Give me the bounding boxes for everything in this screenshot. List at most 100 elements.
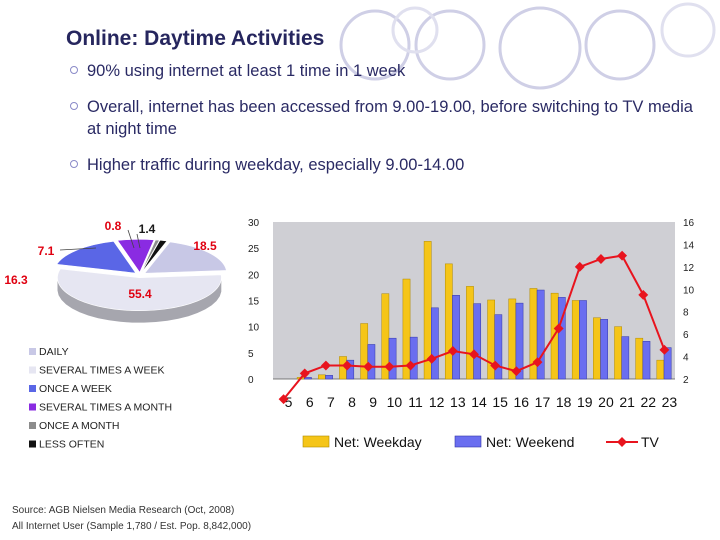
bullet-text: 90% using internet at least 1 time in 1 … xyxy=(87,62,406,80)
pie-data-label: 0.8 xyxy=(105,219,122,233)
y-right-tick-label: 12 xyxy=(683,263,695,274)
bullet-item: 90% using internet at least 1 time in 1 … xyxy=(68,60,708,82)
y-left-tick-label: 25 xyxy=(248,244,260,255)
x-tick-label: 12 xyxy=(429,394,445,410)
pie-legend-swatch xyxy=(29,440,36,448)
weekday-bar xyxy=(360,323,369,380)
bullet-item: Higher traffic during weekday, especiall… xyxy=(68,154,708,176)
tv-point xyxy=(490,360,501,371)
x-tick-label: 21 xyxy=(619,394,635,410)
weekend-bar xyxy=(663,347,672,380)
y-left-tick-label: 20 xyxy=(248,270,260,281)
weekend-bar xyxy=(536,289,545,380)
weekday-bar xyxy=(571,300,580,380)
x-tick-label: 7 xyxy=(327,394,335,410)
tv-point xyxy=(659,344,670,355)
bullet-dot-icon xyxy=(70,102,78,110)
pie-legend-label: ONCE A MONTH xyxy=(39,420,120,432)
pie-data-label: 1.4 xyxy=(139,222,156,236)
pie-data-label: 16.3 xyxy=(4,273,28,287)
x-tick-label: 19 xyxy=(577,394,593,410)
tv-point xyxy=(426,353,437,364)
x-tick-label: 9 xyxy=(369,394,377,410)
chart-legend-swatch xyxy=(454,435,482,448)
x-tick-label: 18 xyxy=(556,394,572,410)
x-tick-label: 13 xyxy=(450,394,466,410)
weekend-bar xyxy=(494,314,503,380)
pie-data-label: 55.4 xyxy=(128,287,152,301)
pie-legend-label: DAILY xyxy=(39,346,69,358)
weekend-bar xyxy=(325,375,333,380)
tv-point xyxy=(447,346,458,356)
x-tick-label: 10 xyxy=(387,394,403,410)
tv-point xyxy=(384,361,395,372)
pie-data-label: 18.5 xyxy=(193,239,217,253)
weekend-bar xyxy=(367,344,376,380)
weekend-bar xyxy=(621,336,630,380)
pie-slice xyxy=(140,239,160,273)
x-tick-label: 22 xyxy=(640,394,656,410)
pie-legend-swatch xyxy=(29,348,36,355)
x-tick-label: 23 xyxy=(662,394,678,410)
pie-slice xyxy=(57,268,222,311)
weekday-bar xyxy=(508,298,517,380)
pie-slice xyxy=(56,240,137,274)
y-left-tick-label: 5 xyxy=(248,349,254,360)
pie-legend-swatch xyxy=(29,385,36,392)
y-right-tick-label: 16 xyxy=(683,218,695,229)
tv-point xyxy=(342,360,353,371)
weekday-bar xyxy=(466,286,474,380)
weekend-bar xyxy=(600,319,608,380)
y-right-tick-label: 10 xyxy=(683,285,695,296)
weekday-bar xyxy=(381,293,390,380)
pie-slice xyxy=(141,239,168,273)
pie-legend-label: LESS OFTEN xyxy=(39,439,104,451)
pie-slice xyxy=(144,241,227,274)
chart-legend-label: Net: Weekend xyxy=(486,434,574,450)
weekend-bar xyxy=(557,297,566,380)
pie-leader-line xyxy=(136,233,141,249)
y-left-tick-label: 0 xyxy=(248,375,254,386)
tv-point xyxy=(320,360,331,371)
weekend-bar xyxy=(304,377,312,380)
y-right-tick-label: 2 xyxy=(683,375,689,386)
weekday-bar xyxy=(614,326,622,380)
weekend-bar xyxy=(409,336,418,380)
y-left-tick-label: 30 xyxy=(248,218,260,229)
weekday-bar xyxy=(635,337,644,380)
tv-point xyxy=(511,366,522,377)
pie-legend-label: ONCE A WEEK xyxy=(39,383,112,395)
weekday-bar xyxy=(444,263,453,380)
chart-legend-label: TV xyxy=(641,434,660,450)
pie-leader-line xyxy=(127,229,135,249)
weekend-bar xyxy=(452,295,460,380)
y-right-tick-label: 6 xyxy=(683,330,689,341)
x-tick-label: 20 xyxy=(598,394,614,410)
weekend-bar xyxy=(388,337,397,380)
x-tick-label: 14 xyxy=(471,394,487,410)
weekend-bar xyxy=(642,341,651,380)
decorative-circles xyxy=(339,2,716,90)
bullet-dot-icon xyxy=(70,160,78,168)
pie-legend-swatch xyxy=(29,366,36,374)
x-tick-label: 5 xyxy=(285,394,293,410)
tv-point xyxy=(532,357,543,368)
chart-legend-marker xyxy=(617,437,627,447)
weekend-bar xyxy=(515,302,524,380)
weekend-bar xyxy=(473,303,482,380)
x-tick-label: 17 xyxy=(535,394,551,410)
bullet-text: Higher traffic during weekday, especiall… xyxy=(87,156,465,174)
source-note: Source: AGB Nielsen Media Research (Oct,… xyxy=(12,503,251,535)
weekday-bar xyxy=(402,278,411,380)
weekday-bar xyxy=(318,374,326,380)
pie-legend-label: SEVERAL TIMES A WEEK xyxy=(39,365,164,377)
tv-point xyxy=(469,349,479,360)
source-line: All Internet User (Sample 1,780 / Est. P… xyxy=(12,521,252,532)
bullet-list: 90% using internet at least 1 time in 1 … xyxy=(68,60,708,190)
pie-leader-line xyxy=(59,247,97,251)
weekend-bar xyxy=(431,307,439,380)
pie-data-label: 7.1 xyxy=(38,244,55,258)
x-tick-label: 8 xyxy=(348,394,356,410)
source-line: Source: AGB Nielsen Media Research (Oct,… xyxy=(12,505,235,516)
